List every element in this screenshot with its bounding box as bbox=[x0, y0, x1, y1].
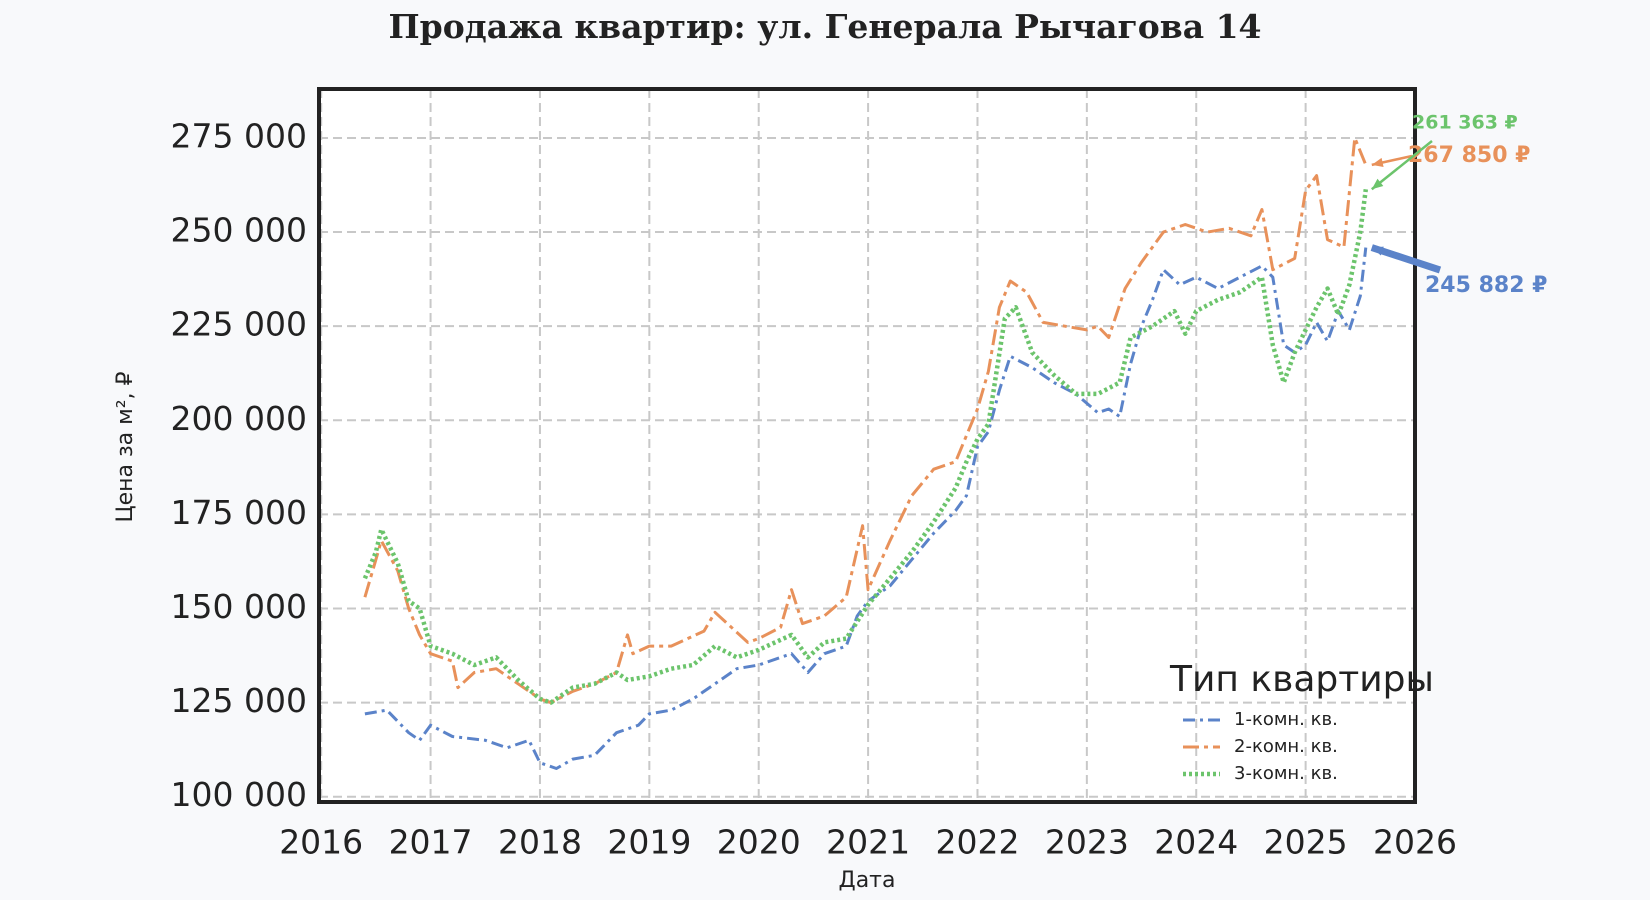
y-tick-label: 150 000 bbox=[171, 587, 307, 626]
x-tick-label: 2017 bbox=[389, 823, 473, 862]
x-tick-label: 2020 bbox=[717, 823, 801, 862]
annotation-arrowhead bbox=[1371, 178, 1384, 190]
x-tick-label: 2024 bbox=[1154, 823, 1238, 862]
x-tick-label: 2018 bbox=[498, 823, 582, 862]
series-line bbox=[362, 189, 1369, 705]
x-tick-label: 2021 bbox=[826, 823, 910, 862]
x-axis-label: Дата bbox=[839, 868, 896, 893]
annotation-arrowhead bbox=[1371, 246, 1384, 256]
y-tick-label: 100 000 bbox=[171, 775, 307, 814]
y-tick-label: 275 000 bbox=[171, 116, 307, 155]
plot-frame bbox=[317, 87, 1417, 804]
y-tick-label: 125 000 bbox=[171, 681, 307, 720]
x-tick-label: 2023 bbox=[1045, 823, 1129, 862]
legend-label: 1-комн. кв. bbox=[1234, 709, 1338, 730]
y-tick-label: 225 000 bbox=[171, 305, 307, 344]
plot-area bbox=[319, 89, 1415, 802]
annotation-arrow bbox=[1370, 140, 1433, 191]
y-tick-label: 250 000 bbox=[171, 211, 307, 250]
chart-title: Продажа квартир: ул. Генерала Рычагова 1… bbox=[389, 7, 1262, 46]
x-tick-label: 2026 bbox=[1373, 823, 1457, 862]
legend-title: Тип квартиры bbox=[1169, 659, 1434, 700]
annotation-label: 267 850 ₽ bbox=[1408, 143, 1530, 168]
series-line bbox=[363, 136, 1368, 705]
annotation-arrowhead bbox=[1371, 157, 1384, 168]
series-line bbox=[364, 247, 1368, 770]
y-axis-label: Цена за м², ₽ bbox=[113, 371, 138, 522]
annotation-label: 245 882 ₽ bbox=[1425, 273, 1547, 298]
legend-label: 3-комн. кв. bbox=[1234, 763, 1338, 784]
legend-label: 2-комн. кв. bbox=[1234, 736, 1338, 757]
x-tick-label: 2022 bbox=[935, 823, 1019, 862]
x-tick-label: 2019 bbox=[607, 823, 691, 862]
annotation-arrow bbox=[1370, 244, 1442, 274]
x-tick-label: 2025 bbox=[1264, 823, 1348, 862]
x-tick-label: 2016 bbox=[279, 823, 363, 862]
y-tick-label: 175 000 bbox=[171, 493, 307, 532]
y-tick-label: 200 000 bbox=[171, 399, 307, 438]
annotation-label: 261 363 ₽ bbox=[1412, 112, 1518, 134]
